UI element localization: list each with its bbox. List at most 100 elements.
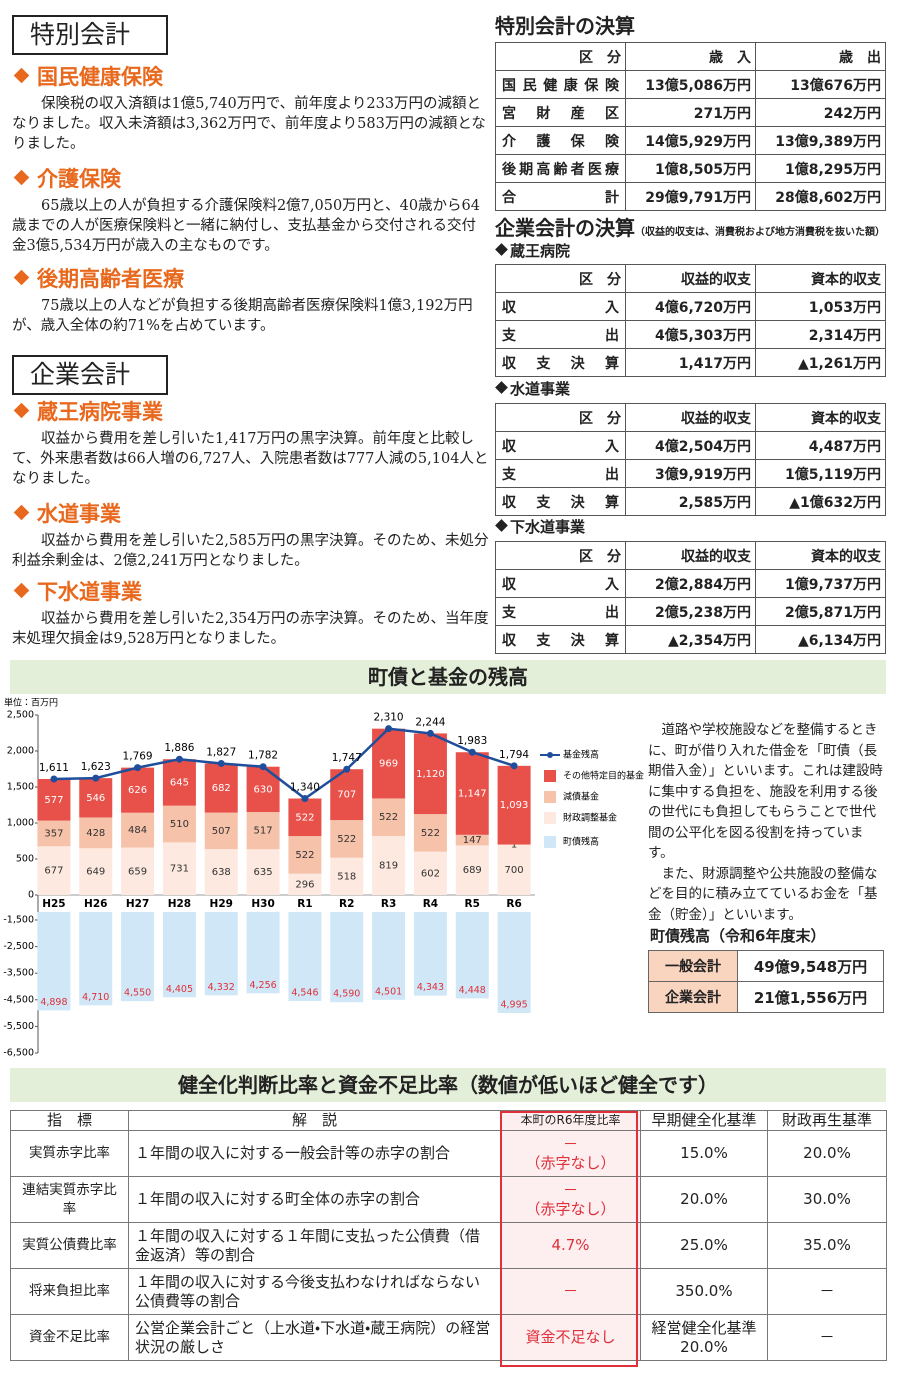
cell: 企業会計 <box>648 981 738 1013</box>
value-label: 4,448 <box>459 985 486 996</box>
bar <box>246 912 280 994</box>
cell: 350.0% <box>640 1268 768 1315</box>
value-label: 731 <box>170 864 189 875</box>
diamond <box>13 169 30 186</box>
cell: 支出 <box>495 597 626 626</box>
bar-segment <box>204 812 238 850</box>
line-point <box>301 795 309 803</box>
bar-segment <box>455 834 489 846</box>
value-label: 296 <box>295 879 314 890</box>
diamond <box>13 67 30 84</box>
value-label: 700 <box>505 865 524 876</box>
value-label: 682 <box>212 783 231 794</box>
cell: 4億6,720万円 <box>625 292 756 321</box>
row: 実質公債費比率 １年間の収入に対する１年間に支払った公債費（借金返済）等の割合 4.… <box>10 1222 887 1269</box>
bar-segment <box>246 812 280 850</box>
value-label: 484 <box>128 825 147 836</box>
cell: 49億9,548万円 <box>737 950 884 982</box>
cell: 1億9,737万円 <box>755 569 886 598</box>
diamond <box>13 582 30 599</box>
cell: 1,417万円 <box>625 348 756 377</box>
bar <box>413 912 447 996</box>
value-label: 4,256 <box>249 980 276 991</box>
cell: 一般会計 <box>648 950 738 982</box>
row: 支出 2億5,238万円 2億5,871万円 <box>495 597 886 626</box>
value-label: 677 <box>44 866 63 877</box>
cell: － <box>500 1268 641 1315</box>
y-tick-label: 2,500 <box>7 710 34 721</box>
cell: 1,053万円 <box>755 292 886 321</box>
bar-segment <box>288 798 322 837</box>
cell: 資金不足比率 <box>10 1314 129 1361</box>
bar-segment <box>330 857 364 895</box>
cell: 合計 <box>495 182 626 211</box>
debt-text: 道路や学校施設などを整備するときに、町が借り入れた借金を「町債（長期借入金）」と… <box>648 720 886 925</box>
legend-label: その他特定目的基金 <box>563 770 644 782</box>
cell: 2,585万円 <box>625 487 756 516</box>
y-tick-label: 0 <box>28 890 34 901</box>
value-label: 1,827 <box>206 746 236 758</box>
cell: 連結実質赤字比率 <box>10 1176 129 1223</box>
line-point <box>468 748 476 756</box>
cell: 14億5,929万円 <box>625 126 756 155</box>
header-cell: 早期健全化基準 <box>640 1110 768 1131</box>
section-body: 75歳以上の人などが負担する後期高齢者医療保険料1億3,192万円が、歳入全体の… <box>12 298 473 334</box>
cell: － （赤字なし） <box>500 1130 641 1177</box>
y-tick-label: 500 <box>16 854 34 865</box>
cell: 21億1,556万円 <box>737 981 884 1013</box>
y-tick-label: -6,500 <box>3 1048 34 1059</box>
bar <box>330 912 364 1003</box>
cell: 30.0% <box>767 1176 887 1223</box>
bar <box>455 912 489 999</box>
line-point <box>343 765 351 773</box>
bar-segment <box>162 842 196 895</box>
x-tick-label: R4 <box>423 898 438 910</box>
cell: － <box>767 1268 887 1315</box>
value-label: 1,983 <box>457 735 487 747</box>
value-label: 645 <box>170 777 189 788</box>
bar-segment <box>121 812 155 848</box>
paragraph: また、財源調整や公共施設の整備などを目的に積み立てているお金を「基金（貯金）」と… <box>648 865 878 923</box>
table-title: 企業会計の決算（収益的収支は、消費税および地方消費税を抜いた額） <box>495 212 885 241</box>
table-subtitle: 蔵王病院 <box>495 240 570 261</box>
line-point <box>259 763 267 771</box>
value-label: 1,120 <box>416 769 445 780</box>
legend-label: 基金残高 <box>563 749 599 761</box>
bar <box>372 912 406 1000</box>
y-tick-label: -5,500 <box>3 1021 34 1032</box>
value-label: 4,405 <box>166 984 193 995</box>
value-label: 602 <box>421 868 440 879</box>
header-cell: 歳 入 <box>625 42 756 71</box>
value-label: 546 <box>86 793 105 804</box>
subtitle-text: 下水道事業 <box>510 518 586 536</box>
header-cell: 収益的収支 <box>625 403 756 432</box>
diamond <box>495 381 508 394</box>
cell: 支出 <box>495 320 626 349</box>
bar <box>204 912 238 996</box>
section-heading: 下水道事業 <box>12 579 142 605</box>
x-tick-label: H25 <box>42 898 65 910</box>
row: 一般会計 49億9,548万円 <box>648 950 884 982</box>
row: 実質赤字比率 １年間の収入に対する一般会計等の赤字の割合－ （赤字なし） 15.0%… <box>10 1130 887 1177</box>
y-tick-label: 1,500 <box>7 782 34 793</box>
heading-text: 国民健康保険 <box>37 65 163 89</box>
value-label: 1,782 <box>248 750 278 762</box>
value-label: 522 <box>295 850 314 861</box>
section-heading: 介護保険 <box>12 166 121 192</box>
cell: 公営企業会計ごと（上水道・下水道・蔵王病院）の経営状況の厳しさ <box>128 1314 501 1361</box>
cell: １年間の収入に対する町全体の赤字の割合 <box>128 1176 501 1223</box>
bar-segment <box>37 846 71 895</box>
cell: 2億2,884万円 <box>625 569 756 598</box>
value-label: 507 <box>212 826 231 837</box>
heading-text: 後期高齢者医療 <box>37 267 184 291</box>
cell: １年間の収入に対する１年間に支払った公債費（借金返済）等の割合 <box>128 1222 501 1269</box>
value-label: 1,747 <box>332 752 362 764</box>
subtitle-text: 蔵王病院 <box>510 242 571 260</box>
debt-table: 一般会計 49億9,548万円 企業会計 21億1,556万円 <box>648 950 884 1013</box>
heading-text: 介護保険 <box>37 167 121 191</box>
heading-text: 蔵王病院事業 <box>37 400 163 424</box>
cell: 収入 <box>495 292 626 321</box>
cell: 271万円 <box>625 98 756 127</box>
bar-segment <box>455 845 489 895</box>
header-cell: 区 分 <box>495 42 626 71</box>
